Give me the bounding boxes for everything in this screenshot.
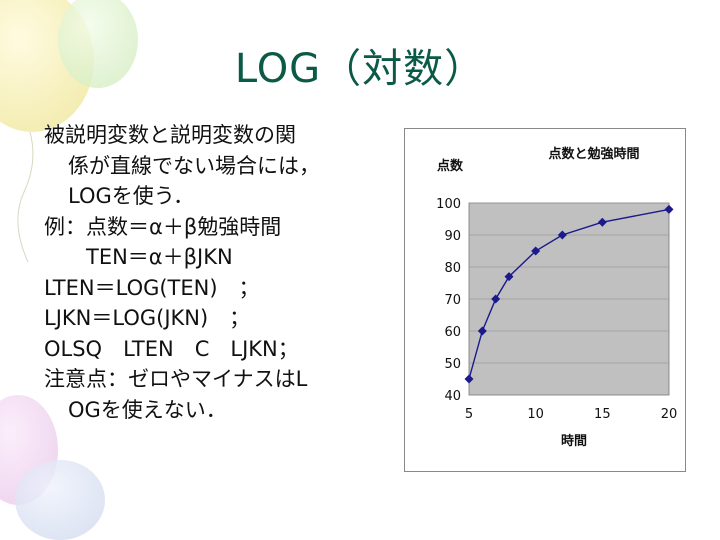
y-tick-label: 80 bbox=[444, 261, 461, 276]
chart-title: 点数と勉強時間 bbox=[548, 146, 639, 162]
body-line: 被説明変数と説明変数の関 bbox=[44, 123, 296, 147]
body-line: 係が直線でない場合には， bbox=[68, 153, 320, 178]
y-tick-label: 90 bbox=[444, 229, 461, 244]
data-point bbox=[664, 204, 674, 214]
y-tick-label: 60 bbox=[444, 325, 461, 340]
data-point bbox=[477, 326, 487, 336]
x-axis-label: 時間 bbox=[561, 433, 587, 449]
body-line: 例：点数＝α＋β勉強時間 bbox=[44, 214, 282, 239]
y-tick-label: 40 bbox=[444, 389, 461, 404]
x-tick-label: 10 bbox=[527, 407, 544, 422]
x-tick-label: 5 bbox=[465, 407, 473, 422]
data-point bbox=[504, 272, 514, 282]
body-line: TEN＝α＋βJKN bbox=[86, 245, 233, 269]
data-point bbox=[557, 230, 567, 240]
y-tick-label: 70 bbox=[444, 293, 461, 308]
body-line: LOGを使う． bbox=[68, 184, 195, 208]
data-point bbox=[464, 374, 474, 384]
data-point bbox=[491, 294, 501, 304]
body-line: OLSQ LTEN C LJKN； bbox=[44, 336, 299, 361]
body-line: OGを使えない． bbox=[68, 397, 227, 422]
x-tick-label: 20 bbox=[661, 407, 678, 422]
body-line: LTEN＝LOG(TEN) ； bbox=[44, 275, 260, 300]
data-point bbox=[531, 246, 541, 256]
x-tick-label: 15 bbox=[594, 407, 611, 422]
body-line: 注意点：ゼロやマイナスはL bbox=[44, 367, 308, 391]
slide-body: 被説明変数と説明変数の関 係が直線でない場合には， LOGを使う． 例：点数＝α… bbox=[44, 120, 394, 425]
series-line bbox=[468, 208, 670, 380]
y-tick-label: 100 bbox=[436, 197, 461, 212]
data-point bbox=[597, 217, 607, 227]
y-tick-label: 50 bbox=[444, 357, 461, 372]
slide-title: LOG（対数） bbox=[234, 46, 486, 92]
body-line: LJKN＝LOG(JKN) ； bbox=[44, 306, 251, 330]
y-axis-label: 点数 bbox=[437, 158, 464, 174]
